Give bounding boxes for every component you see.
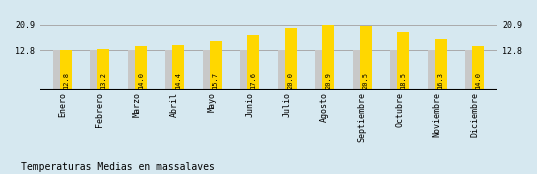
Bar bbox=[397, 32, 409, 90]
Bar bbox=[278, 50, 290, 90]
Bar bbox=[172, 45, 184, 90]
Bar bbox=[241, 50, 252, 90]
Bar bbox=[390, 50, 402, 90]
Text: 12.8: 12.8 bbox=[63, 72, 69, 89]
Text: 15.7: 15.7 bbox=[213, 72, 219, 89]
Text: 17.6: 17.6 bbox=[250, 72, 256, 89]
Bar bbox=[247, 35, 259, 90]
Bar bbox=[428, 50, 440, 90]
Text: 20.0: 20.0 bbox=[288, 72, 294, 89]
Text: 18.5: 18.5 bbox=[400, 72, 406, 89]
Text: 20.9: 20.9 bbox=[325, 72, 331, 89]
Bar bbox=[315, 50, 328, 90]
Text: 20.5: 20.5 bbox=[362, 72, 368, 89]
Text: 16.3: 16.3 bbox=[438, 72, 444, 89]
Text: 13.2: 13.2 bbox=[100, 72, 106, 89]
Bar bbox=[90, 50, 103, 90]
Bar bbox=[203, 50, 215, 90]
Bar bbox=[135, 46, 147, 90]
Bar bbox=[322, 25, 334, 90]
Bar bbox=[128, 50, 140, 90]
Bar bbox=[434, 39, 447, 90]
Text: 14.0: 14.0 bbox=[475, 72, 481, 89]
Bar bbox=[465, 50, 477, 90]
Bar bbox=[285, 27, 296, 90]
Bar bbox=[360, 26, 372, 90]
Bar bbox=[53, 50, 65, 90]
Bar bbox=[97, 49, 109, 90]
Text: 14.4: 14.4 bbox=[175, 72, 181, 89]
Bar bbox=[165, 50, 177, 90]
Bar bbox=[353, 50, 365, 90]
Bar bbox=[472, 46, 484, 90]
Text: 14.0: 14.0 bbox=[137, 72, 144, 89]
Bar bbox=[60, 50, 72, 90]
Bar bbox=[209, 41, 222, 90]
Text: Temperaturas Medias en massalaves: Temperaturas Medias en massalaves bbox=[21, 162, 215, 172]
